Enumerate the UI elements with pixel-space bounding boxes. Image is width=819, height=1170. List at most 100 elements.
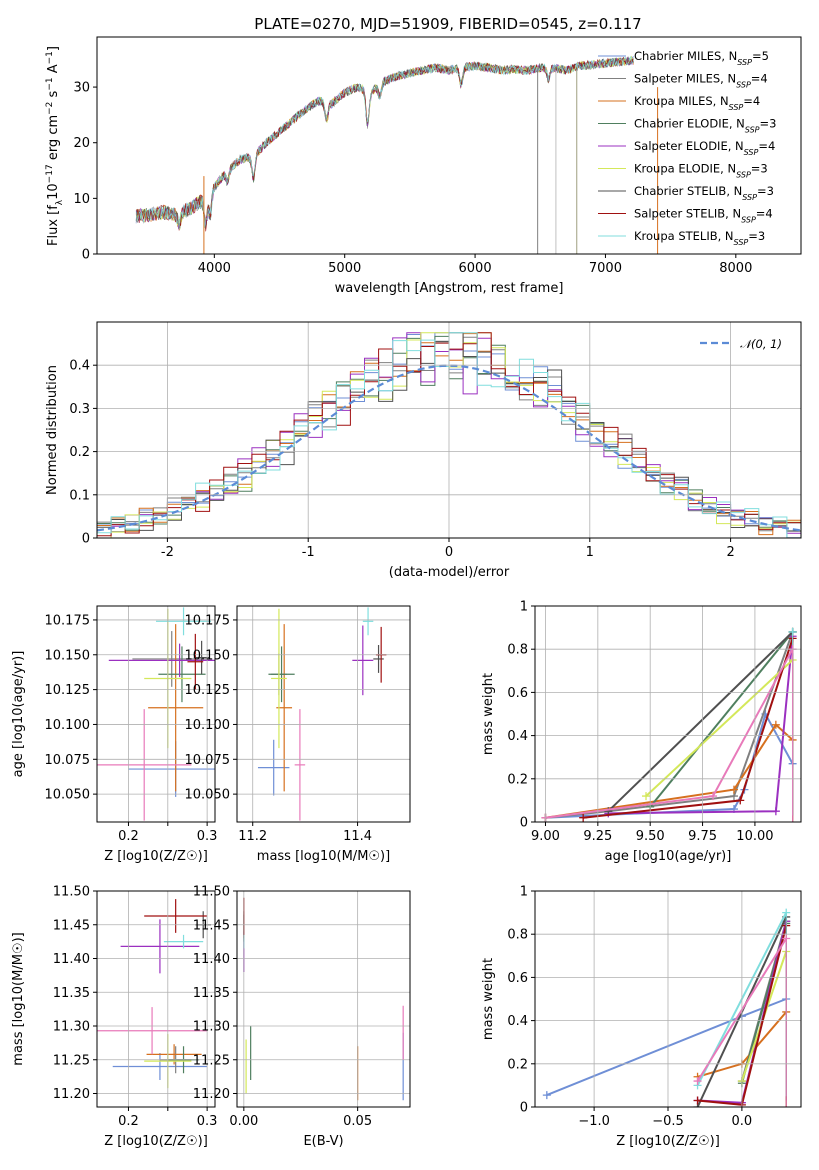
weight-marker: [771, 807, 780, 816]
x-tick-label: 4000: [198, 261, 231, 276]
plot-area-spectrum: [135, 55, 659, 254]
y-tick-label: 0.8: [507, 643, 528, 658]
data-point: [362, 607, 374, 636]
x-tick-label: 7000: [589, 261, 622, 276]
x-tick-label: 0.0: [732, 1114, 753, 1129]
legend-label: Salpeter STELIB, NSSP=4: [634, 207, 773, 225]
data-point: [148, 624, 204, 792]
x-tick-label: 0.05: [343, 1114, 372, 1129]
y-tick-label: 11.50: [53, 885, 90, 900]
data-point: [97, 1007, 208, 1055]
x-axis-label: Z [log10(Z/Z☉)]: [616, 1134, 720, 1149]
y-tick-label: 0: [82, 248, 90, 263]
weight-series-line: [649, 631, 794, 808]
x-tick-label: 0.3: [197, 829, 218, 844]
y-tick-label: 11.40: [193, 952, 230, 967]
x-axis-label: mass [log10(M/M☉)]: [257, 849, 390, 864]
y-tick-label: 20: [73, 136, 90, 151]
legend-label: Salpeter MILES, NSSP=4: [634, 72, 768, 90]
data-point: [97, 709, 192, 821]
axes-frame: [96, 890, 216, 1108]
y-tick-label: 10.150: [45, 648, 91, 663]
y-axis-label: mass [log10(M/M☉)]: [11, 932, 26, 1065]
y-tick-label: 0.4: [507, 1014, 528, 1029]
y-tick-label: 10.100: [45, 718, 91, 733]
axes-mass_vs_ebv: 0.00 0.05 11.20 11.25 11.30 11.35 11.40 11.45 11…: [193, 885, 411, 1149]
plot-area-mass_weight_vs_age: [541, 627, 797, 822]
y-tick-label: 0: [82, 532, 90, 547]
axes-mass_vs_Z: 0.2 0.3 11.20 11.25 11.30 11.35 11.40 11.45 11.5…: [11, 885, 217, 1150]
data-point: [187, 633, 204, 690]
x-tick-label: 0.3: [197, 1114, 218, 1129]
data-point: [158, 646, 206, 703]
x-tick-label: 0.00: [229, 1114, 258, 1129]
x-tick-label: 0: [445, 545, 453, 560]
data-point: [352, 625, 374, 696]
x-axis-label: Z [log10(Z/Z☉)]: [104, 1134, 208, 1149]
y-tick-label: 11.25: [53, 1053, 90, 1068]
weight-marker: [771, 720, 780, 729]
y-tick-label: 1: [520, 885, 528, 900]
plot-area-age_vs_mass: [257, 607, 387, 821]
y-axis-label: Flux [fλ10−17 erg cm−2 s−1 A−1]: [45, 46, 65, 246]
y-axis-label: Normed distribution: [45, 365, 60, 495]
data-point: [373, 645, 384, 673]
y-tick-label: 11.50: [193, 885, 230, 900]
x-tick-label: 2: [726, 545, 734, 560]
x-tick-label: 8000: [719, 261, 752, 276]
weight-series-line: [546, 998, 787, 1097]
y-tick-label: 0.1: [69, 488, 90, 503]
weight-marker: [709, 792, 718, 801]
y-tick-label: 10.150: [185, 648, 231, 663]
y-tick-label: 11.45: [193, 918, 230, 933]
y-tick-label: 11.40: [53, 952, 90, 967]
legend-label: Chabrier STELIB, NSSP=3: [634, 184, 774, 202]
weight-marker: [642, 792, 651, 801]
y-tick-label: 10.125: [185, 683, 231, 698]
y-tick-label: 11.20: [53, 1087, 90, 1102]
y-tick-label: 10.075: [185, 753, 231, 768]
legend-label: Chabrier ELODIE, NSSP=3: [634, 117, 776, 135]
data-point: [163, 934, 204, 949]
y-tick-label: 11.20: [193, 1087, 230, 1102]
axes-frame: [96, 605, 216, 823]
axes-residuals: -2 -1 0 1 2 0 0.1 0.2 0.3 0.4 (data-model)/error No…: [45, 321, 802, 580]
data-point: [156, 607, 212, 636]
x-axis-label: (data-model)/error: [389, 565, 510, 580]
x-tick-label: 11.4: [343, 829, 372, 844]
weight-marker: [579, 813, 588, 822]
y-tick-label: 0.6: [507, 971, 528, 986]
y-tick-label: 0: [520, 816, 528, 831]
axes-age_vs_Z: 0.2 0.3 10.050 10.075 10.100 10.125 10.150 10.1…: [11, 605, 218, 864]
axes-mass_weight_vs_age: 9.00 9.25 9.50 9.75 10.00 0 0.2 0.4 0.6 0.8 1 age […: [481, 600, 802, 864]
axes-frame: [96, 36, 802, 255]
legend-label: Kroupa STELIB, NSSP=3: [634, 229, 765, 247]
data-point: [268, 646, 295, 703]
axes-frame: [236, 605, 411, 823]
plot-area-mass_weight_vs_Z: [542, 908, 791, 1107]
weight-marker: [736, 796, 745, 805]
x-tick-label: 0.2: [118, 1114, 139, 1129]
y-tick-label: 0.2: [507, 1057, 528, 1072]
spectrum-line: [135, 56, 634, 229]
y-axis-label: mass weight: [481, 673, 496, 755]
y-tick-label: 1: [520, 600, 528, 615]
y-tick-label: 10.100: [185, 718, 231, 733]
axes-frame: [96, 321, 802, 539]
legend-label: Salpeter ELODIE, NSSP=4: [634, 139, 775, 157]
y-tick-label: 10.050: [45, 788, 91, 803]
y-tick-label: 10.175: [185, 613, 231, 628]
weight-series-line: [545, 631, 794, 819]
y-tick-label: 0.4: [507, 729, 528, 744]
x-axis-label: wavelength [Angstrom, rest frame]: [335, 281, 564, 296]
data-point: [294, 709, 306, 821]
weight-marker: [604, 807, 613, 816]
y-tick-label: 0.8: [507, 928, 528, 943]
data-point: [120, 919, 200, 974]
x-tick-label: 1: [586, 545, 594, 560]
weight-series-line: [645, 659, 794, 797]
y-tick-label: 11.25: [193, 1053, 230, 1068]
y-tick-label: 0.2: [507, 772, 528, 787]
y-tick-label: 0: [520, 1101, 528, 1116]
